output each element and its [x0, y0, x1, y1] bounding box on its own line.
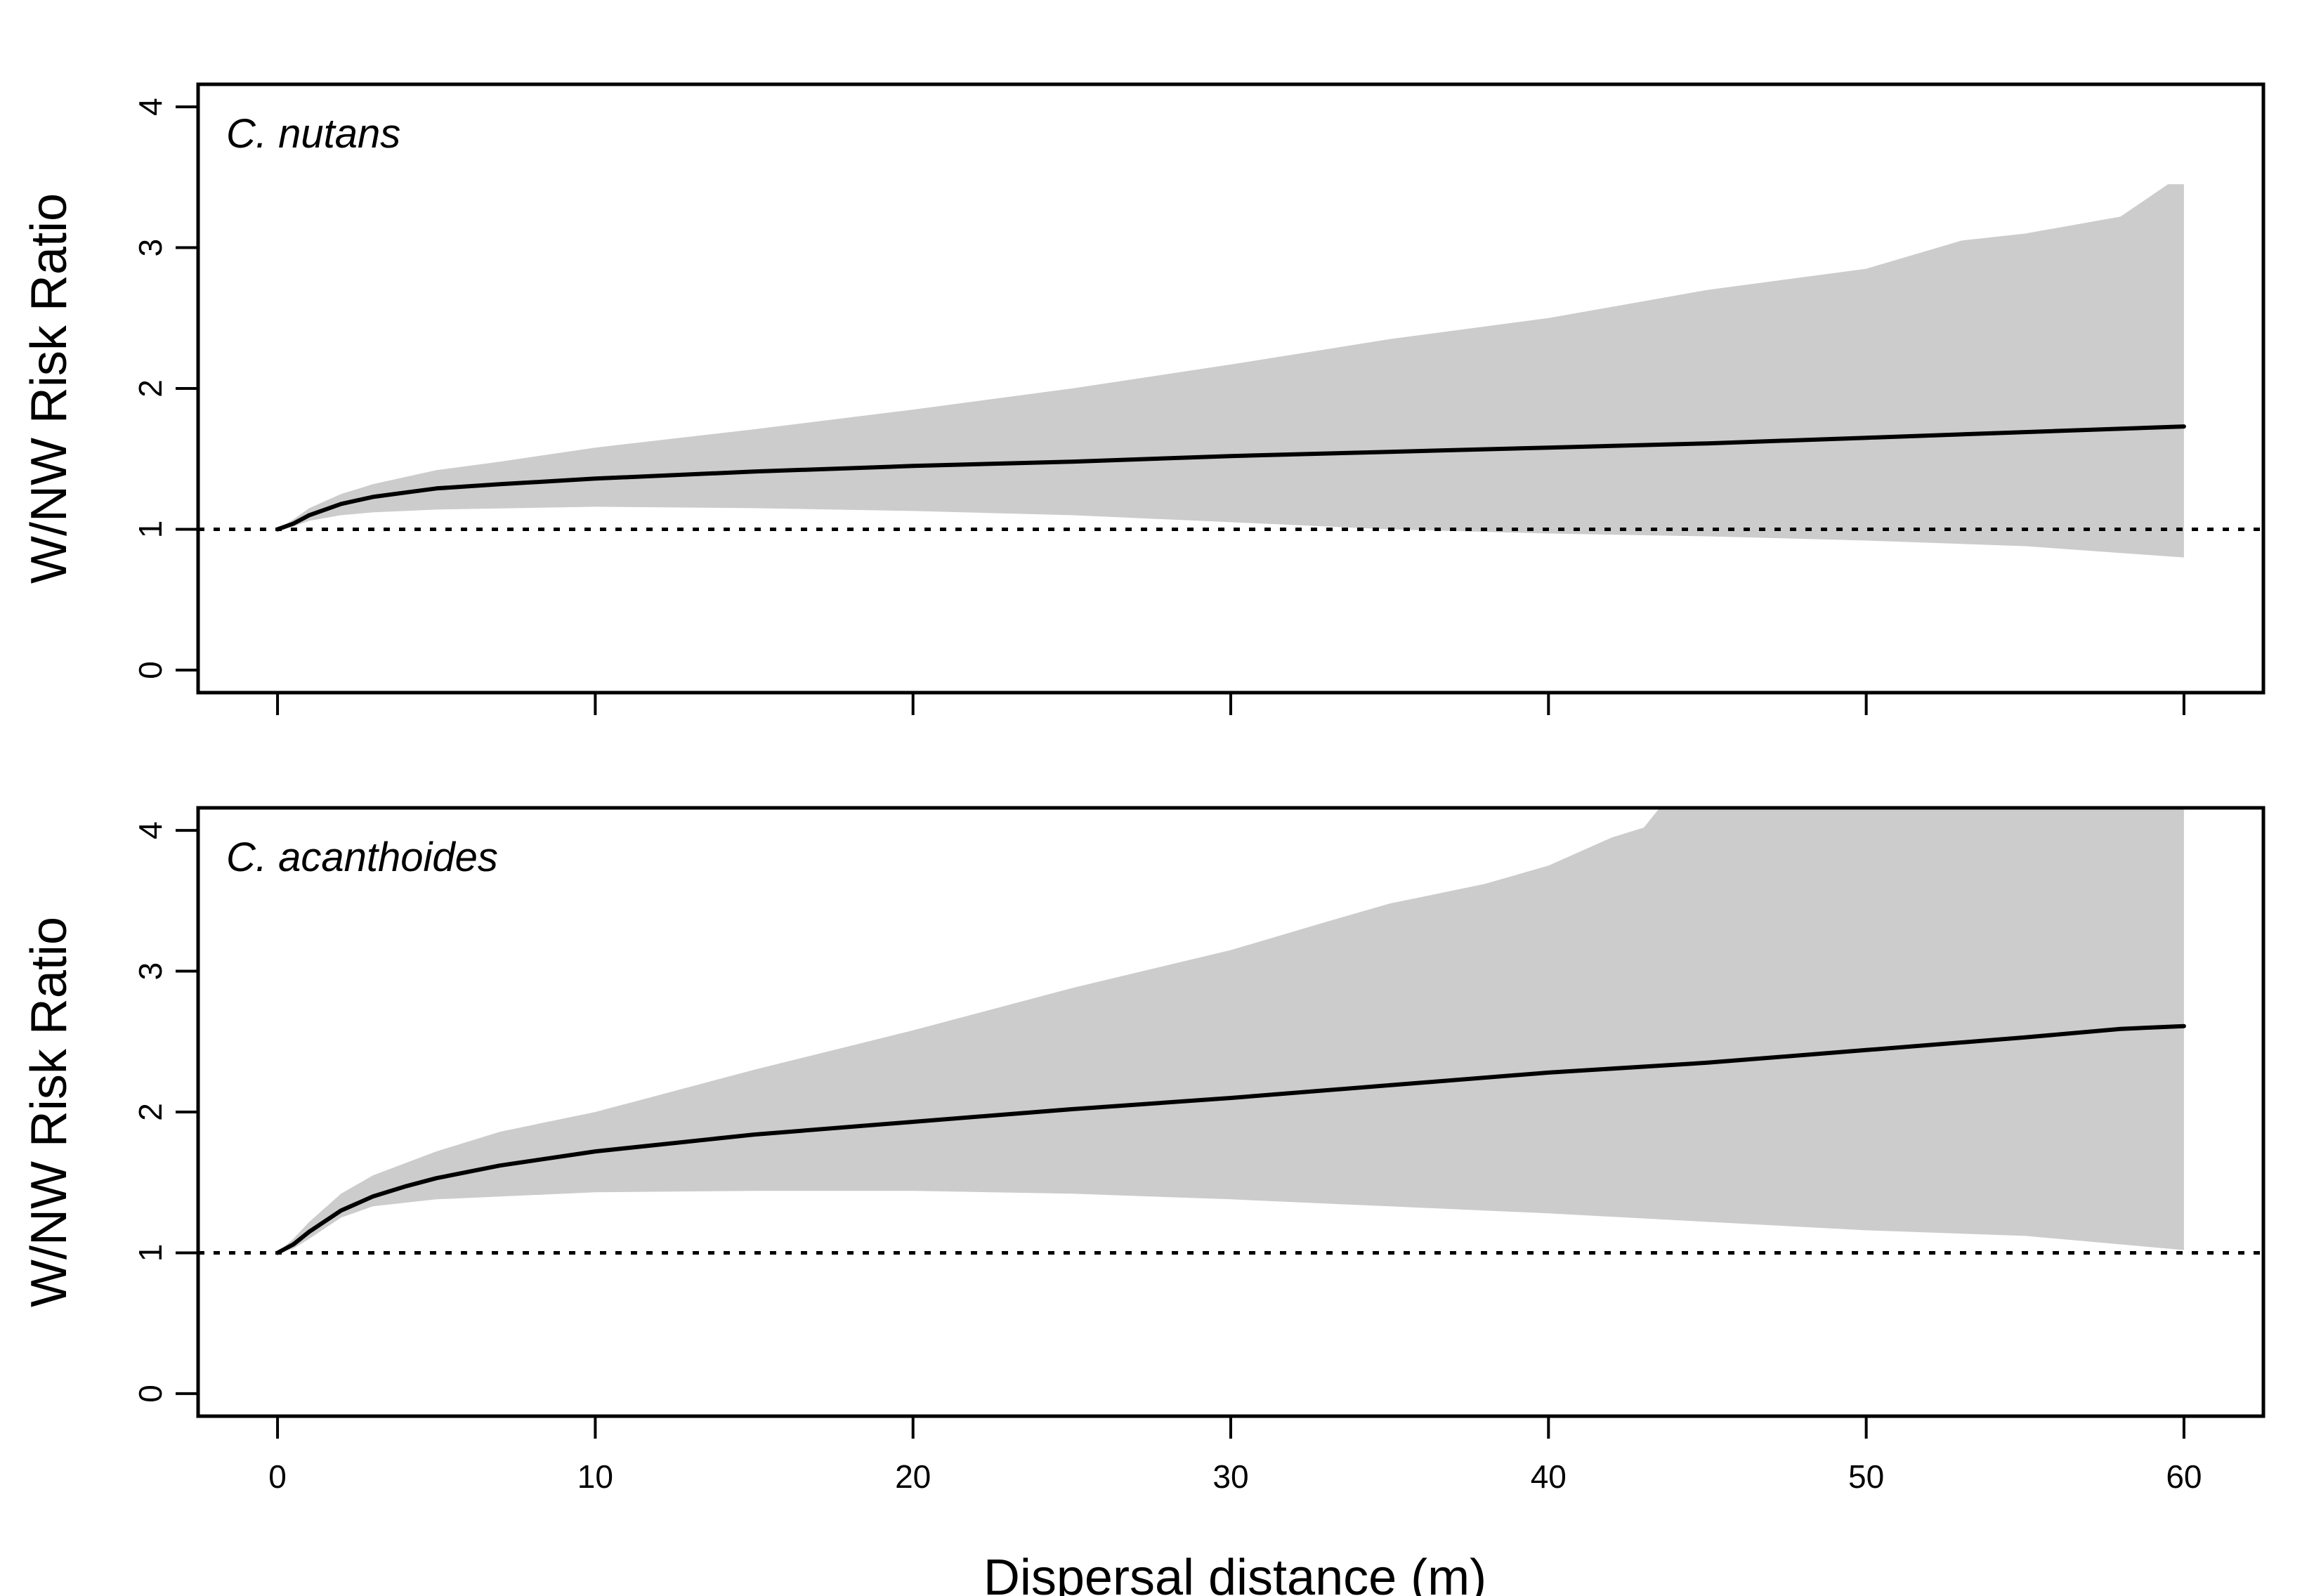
x-tick-label: 50: [1848, 1458, 1884, 1495]
confidence-band: [277, 184, 2184, 558]
y-tick-label: 4: [132, 98, 169, 116]
y-tick-label: 3: [132, 962, 169, 981]
mean-line: [275, 1023, 2186, 1255]
x-tick-label: 30: [1212, 1458, 1248, 1495]
x-tick-label: 20: [895, 1458, 931, 1495]
y-axis-title: W/NW Risk Ratio: [21, 193, 77, 584]
y-tick-label: 0: [132, 661, 169, 679]
x-axis-title: Dispersal distance (m): [983, 1550, 1486, 1596]
y-tick-label: 4: [132, 821, 169, 839]
y-axis-title: W/NW Risk Ratio: [21, 917, 77, 1307]
mean-line: [275, 424, 2186, 532]
x-tick-label: 40: [1531, 1458, 1567, 1495]
y-tick-label: 2: [132, 379, 169, 398]
y-tick-label: 1: [132, 1244, 169, 1262]
panel-label: C. nutans: [226, 111, 400, 157]
confidence-band: [277, 808, 2184, 1253]
y-tick-label: 3: [132, 239, 169, 257]
x-tick-label: 10: [577, 1458, 613, 1495]
panel-label: C. acanthoides: [226, 835, 498, 880]
y-tick-label: 1: [132, 521, 169, 539]
y-tick-label: 0: [132, 1385, 169, 1403]
panel-c-nutans: C. nutans W/NW Risk Ratio 0 1 2 3 4: [21, 82, 2266, 715]
y-tick-label: 2: [132, 1103, 169, 1121]
x-tick-label: 0: [268, 1458, 287, 1495]
x-tick-label: 60: [2166, 1458, 2202, 1495]
